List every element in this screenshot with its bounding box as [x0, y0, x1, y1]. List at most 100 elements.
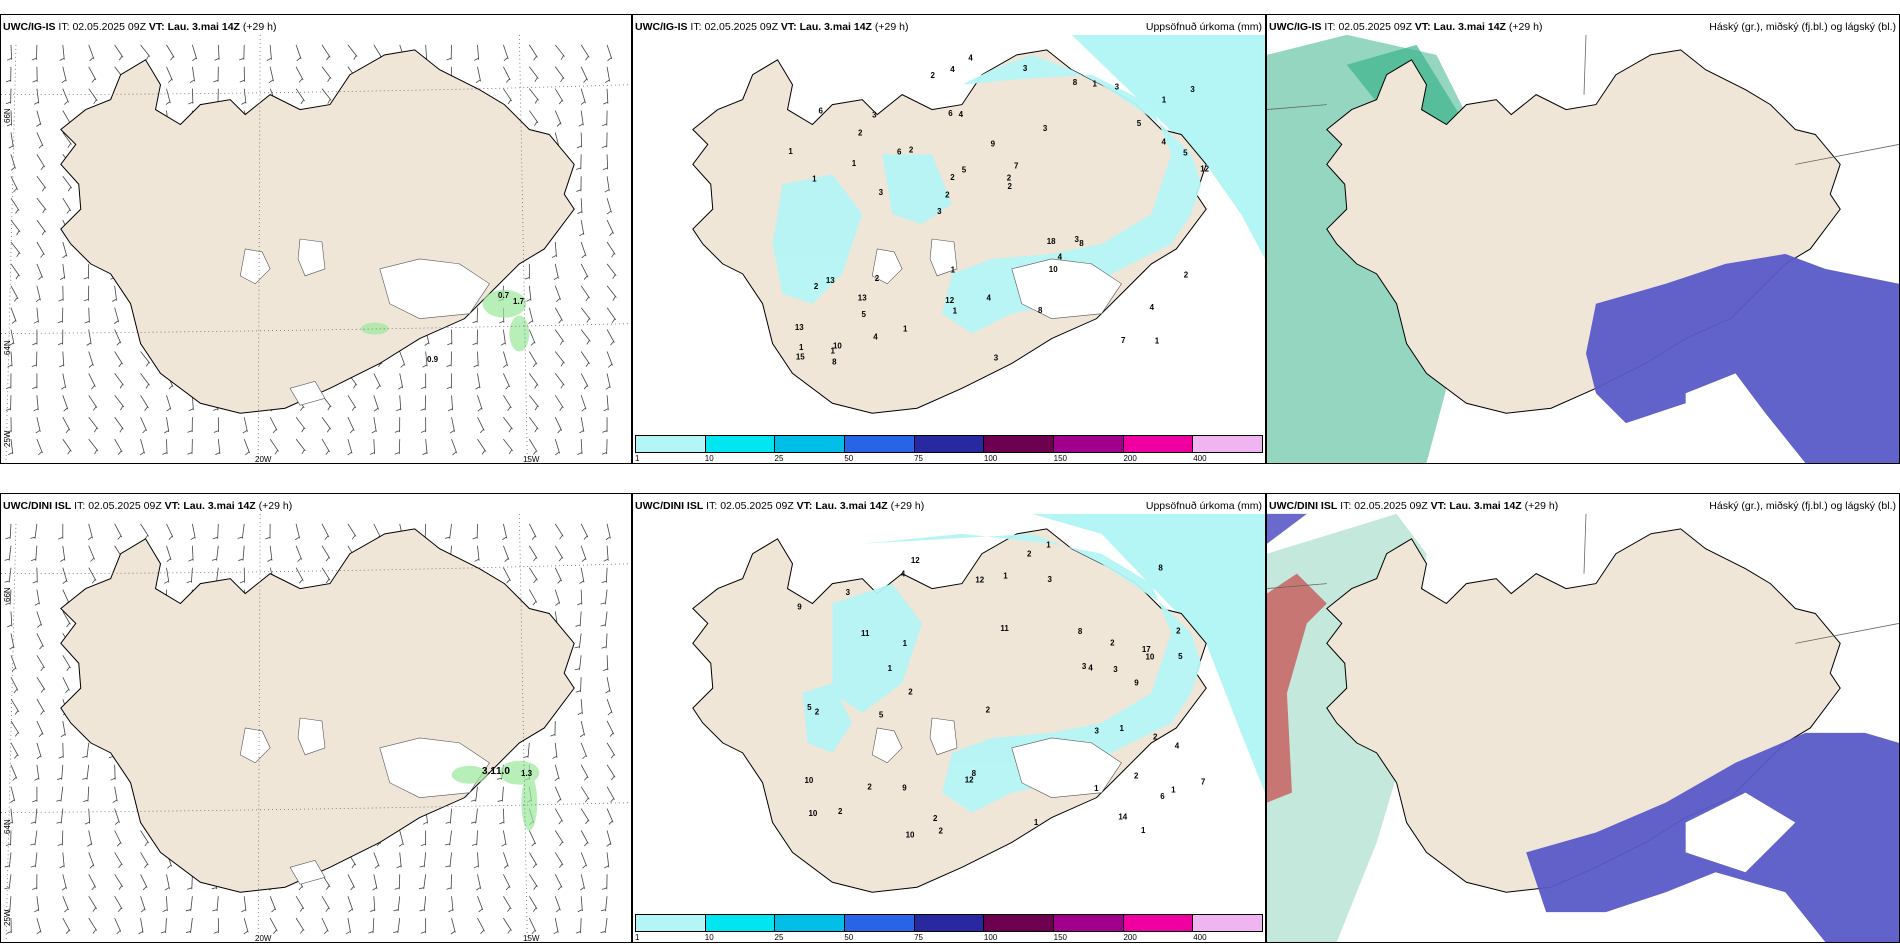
wind-barb — [114, 373, 124, 389]
model-name: UWC/DINI ISL — [635, 500, 704, 512]
precip-value-label: 3 — [994, 353, 999, 362]
wind-barb — [189, 66, 195, 83]
precip-value-label: 3 — [1113, 665, 1118, 674]
wind-barb — [61, 373, 67, 390]
wind-barb — [370, 896, 376, 913]
wind-barb — [36, 655, 45, 671]
vt-value: Lau. 3.mai 14Z — [1449, 500, 1522, 512]
wind-barb — [576, 176, 582, 192]
wind-barb — [602, 874, 608, 890]
wind-barb — [62, 677, 70, 694]
colorbar-swatch — [914, 436, 985, 452]
lon-label-20: 20W — [255, 455, 272, 464]
low-cloud-area — [1585, 253, 1899, 463]
colorbar-swatch — [1123, 436, 1194, 452]
colorbar-tick-label: 200 — [1123, 933, 1137, 942]
vt-value: Lau. 3.mai 14Z — [167, 21, 240, 33]
colorbar-tick-label: 400 — [1193, 933, 1207, 942]
colorbar-tick-label: 50 — [844, 454, 854, 463]
it-value: 02.05.2025 09Z — [72, 21, 146, 33]
wind-barb — [445, 808, 452, 824]
wind-barb — [529, 88, 539, 104]
wind-barb — [503, 438, 514, 455]
precip-value-label: 5 — [1178, 652, 1183, 661]
wind-barb — [5, 395, 12, 411]
lead-time: (+29 h) — [1524, 500, 1559, 512]
wind-barb — [5, 88, 12, 105]
wind-barb — [4, 567, 12, 583]
precip-value-label: 10 — [906, 831, 915, 840]
wind-barb — [295, 545, 303, 562]
wind-barb — [420, 918, 427, 934]
wind-barb — [577, 198, 583, 215]
wind-barb — [606, 742, 616, 759]
wind-barb — [213, 918, 219, 934]
wind-barb — [575, 611, 582, 627]
precip-value-label: 1 — [1162, 96, 1167, 105]
precip-value-label: 11 — [861, 629, 870, 638]
precip-value-label: 1 — [951, 265, 956, 274]
wind-barb — [10, 764, 18, 781]
precip-value-label: 4 — [1088, 664, 1093, 673]
vt-label: VT: — [164, 500, 181, 512]
wind-barb — [4, 874, 12, 890]
wind-barb — [164, 417, 170, 434]
precip-value-label: 1 — [1003, 571, 1008, 580]
wind-barb — [321, 567, 331, 584]
wind-barb — [31, 351, 38, 367]
precip-value-label: 2 — [950, 173, 955, 182]
wind-barb — [140, 373, 150, 389]
wind-barb — [394, 417, 401, 433]
precip-title: Uppsöfnuð úrkoma (mm) — [1145, 21, 1262, 33]
wind-barb — [62, 241, 68, 259]
wind-barb — [606, 285, 617, 301]
precip-value-label: 3 — [1047, 575, 1052, 584]
wind-barb — [61, 66, 67, 84]
wind-barb — [600, 918, 608, 934]
wind-barb — [88, 395, 98, 411]
wind-barb — [528, 523, 537, 540]
precip-value-label: 13 — [826, 276, 835, 285]
precip-value-label: 2 — [1027, 550, 1032, 559]
precip-value-label: 1 — [953, 307, 958, 316]
wind-barb — [371, 417, 377, 434]
wind-barb — [243, 918, 249, 935]
wind-barb — [213, 66, 219, 83]
colorbar-tick-label: 150 — [1053, 454, 1068, 463]
vt-value: Lau. 3.mai 14Z — [183, 500, 256, 512]
wind-barb — [396, 852, 402, 869]
precip-value-label: 1 — [788, 147, 793, 156]
precip-value-label: 2 — [1176, 626, 1181, 635]
wind-barb — [34, 764, 40, 781]
wind-barb — [36, 633, 44, 650]
precip-values: 1113310691321354786412184212238274336110… — [788, 53, 1209, 366]
wind-barb — [422, 351, 428, 368]
wind-barb — [140, 351, 151, 367]
wind-barb — [30, 852, 38, 868]
wind-barb — [36, 241, 45, 258]
wind-barb — [60, 720, 66, 738]
precip-value-label: 1 — [1155, 337, 1160, 346]
precip-value-label: 5 — [1137, 119, 1142, 128]
wind-barb — [580, 241, 587, 259]
precip-value-label: 6 — [819, 106, 824, 115]
lat-label-66: 66N — [3, 108, 12, 123]
vt-value: Lau. 3.mai 14Z — [1433, 21, 1506, 33]
wind-barb — [110, 764, 116, 781]
colorbar-swatch — [1054, 915, 1124, 931]
wind-barb — [503, 895, 512, 912]
wind-barb — [237, 523, 245, 539]
colorbar-swatch — [984, 915, 1055, 931]
wind-barb — [579, 874, 585, 891]
colorbar-tick-label: 75 — [914, 933, 924, 942]
wind-barb — [187, 874, 193, 890]
wind-barb — [445, 852, 452, 868]
wind-barb — [321, 545, 331, 562]
precip-value-label: 3 — [1082, 662, 1087, 671]
wind-barb — [10, 219, 21, 236]
wind-barb — [471, 830, 478, 846]
wind-barb — [503, 874, 511, 891]
wind-barb — [114, 44, 124, 61]
wind-barb — [554, 830, 564, 847]
